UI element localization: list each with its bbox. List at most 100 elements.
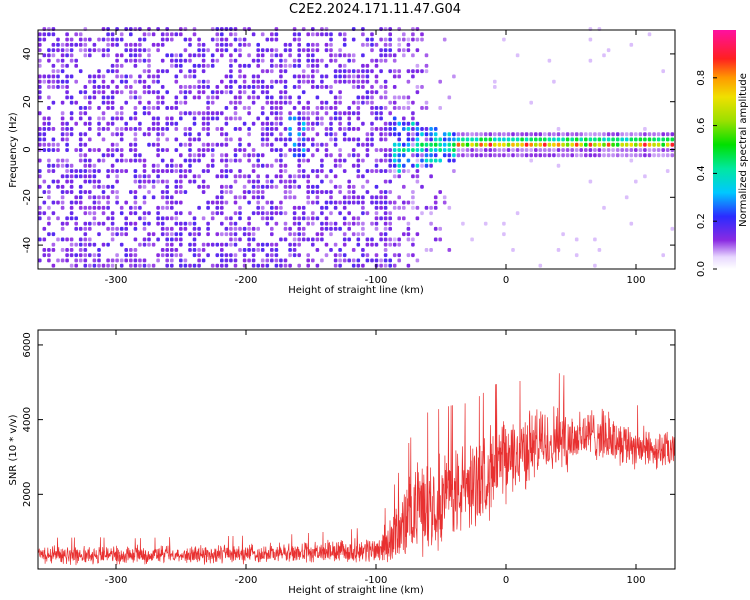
spectrogram-cell [247,179,251,184]
spectrogram-cell [38,205,42,210]
spectrogram-cell [365,100,370,105]
spectrogram-cell [392,106,397,110]
spectrogram-cell [78,237,83,242]
spectrogram-cell [270,132,274,137]
spectrogram-cell [251,226,256,231]
spectrogram-cell [338,184,342,189]
spectrogram-cell [333,174,338,179]
spectrogram-cell [274,248,279,252]
spectrogram-cell [579,148,583,152]
spectrogram-cell [584,148,588,152]
spectrogram-cell [115,190,119,194]
spectrogram-cell [88,53,92,58]
spectrogram-cell [497,132,502,137]
spectrogram-cell [147,142,151,147]
spectrogram-cell [156,127,160,131]
spectrogram-cell [110,132,115,137]
spectrogram-cell [165,253,169,258]
spectrogram-cell [265,216,270,221]
spectrogram-cell [38,169,42,173]
spectrogram-cell [361,248,365,252]
spectrogram-cell [274,211,279,216]
spectrogram-cell [197,95,201,100]
spectrogram-cell [165,179,169,184]
spectrogram-cell [333,242,338,247]
spectrogram-cell [78,69,83,74]
spectrogram-cell [233,226,238,231]
spectrogram-cell [124,258,128,263]
spectrogram-cell [338,200,342,205]
spectrogram-cell [374,79,379,84]
spectrogram-cell [402,205,406,210]
spectrogram-cell [124,158,128,163]
spectrogram-cell [615,148,620,152]
spectrogram-cell [174,127,179,131]
spectrogram-cell [433,158,438,163]
spectrogram-cell [279,58,283,63]
spectrogram-cell [170,158,174,163]
spectrogram-cell [38,148,42,152]
spectrogram-cell [306,148,310,152]
spectrogram-cell [247,158,251,163]
spectrogram-cell [283,58,288,63]
spectrogram-cell [424,153,429,158]
spectrogram-cell [356,195,361,200]
spectrogram-cell [361,142,365,147]
spectrogram-cell [51,179,56,184]
spectrogram-cell [88,179,92,184]
spectrogram-cell [60,195,65,200]
spectrogram-cell [306,258,310,263]
spectrogram-cell [433,237,438,242]
spectrogram-cell [351,200,356,205]
spectrogram-cell [297,111,301,116]
spectrogram-cell [220,169,224,173]
spectrogram-cell [160,221,165,226]
spectrogram-cell [347,258,351,263]
spectrogram-cell [315,132,320,137]
spectrogram-cell [138,258,142,263]
spectrogram-cell [119,153,124,158]
spectrogram-cell [192,111,197,116]
spectrogram-cell [115,195,119,200]
spectrogram-cell [383,137,388,142]
spectrogram-cell [379,53,383,58]
spectrogram-cell [92,148,97,152]
spectrogram-cell [183,100,188,105]
spectrogram-cell [411,69,415,74]
spectrogram-cell [411,100,415,105]
spectrogram-cell [292,184,297,189]
spectrogram-cell [265,174,270,179]
spectrogram-cell [283,90,288,95]
spectrogram-cell [442,132,447,137]
spectrogram-cell [379,37,383,42]
spectrogram-cell [320,179,324,184]
spectrogram-cell [584,153,588,158]
spectrogram-cell [406,237,411,242]
spectrogram-cell [388,169,392,173]
spectrogram-cell [497,137,502,142]
spectrogram-cell [183,263,188,268]
spectrogram-cell [88,121,92,126]
spectrogram-cell [229,53,233,58]
spectrogram-cell [156,237,160,242]
spectrogram-cell [179,111,183,116]
spectrogram-cell [206,127,210,131]
spectrogram-cell [174,163,179,168]
spectrogram-cell [402,95,406,100]
spectrogram-cell [338,116,342,121]
spectrogram-cell [561,137,565,142]
spectrogram-cell [288,242,292,247]
spectrogram-cell [242,148,247,152]
spectrogram-cell [279,158,283,163]
spectrogram-cell [42,211,47,216]
spectrogram-cell [279,116,283,121]
spectrogram-cell [333,69,338,74]
spectrogram-cell [115,116,119,121]
spectrogram-cell [574,132,579,137]
spectrogram-cell [351,79,356,84]
spectrogram-cell [138,184,142,189]
spectrogram-cell [402,163,406,168]
spectrogram-cell [60,63,65,68]
spectrogram-cell [51,69,56,74]
spectrogram-cell [288,48,292,53]
